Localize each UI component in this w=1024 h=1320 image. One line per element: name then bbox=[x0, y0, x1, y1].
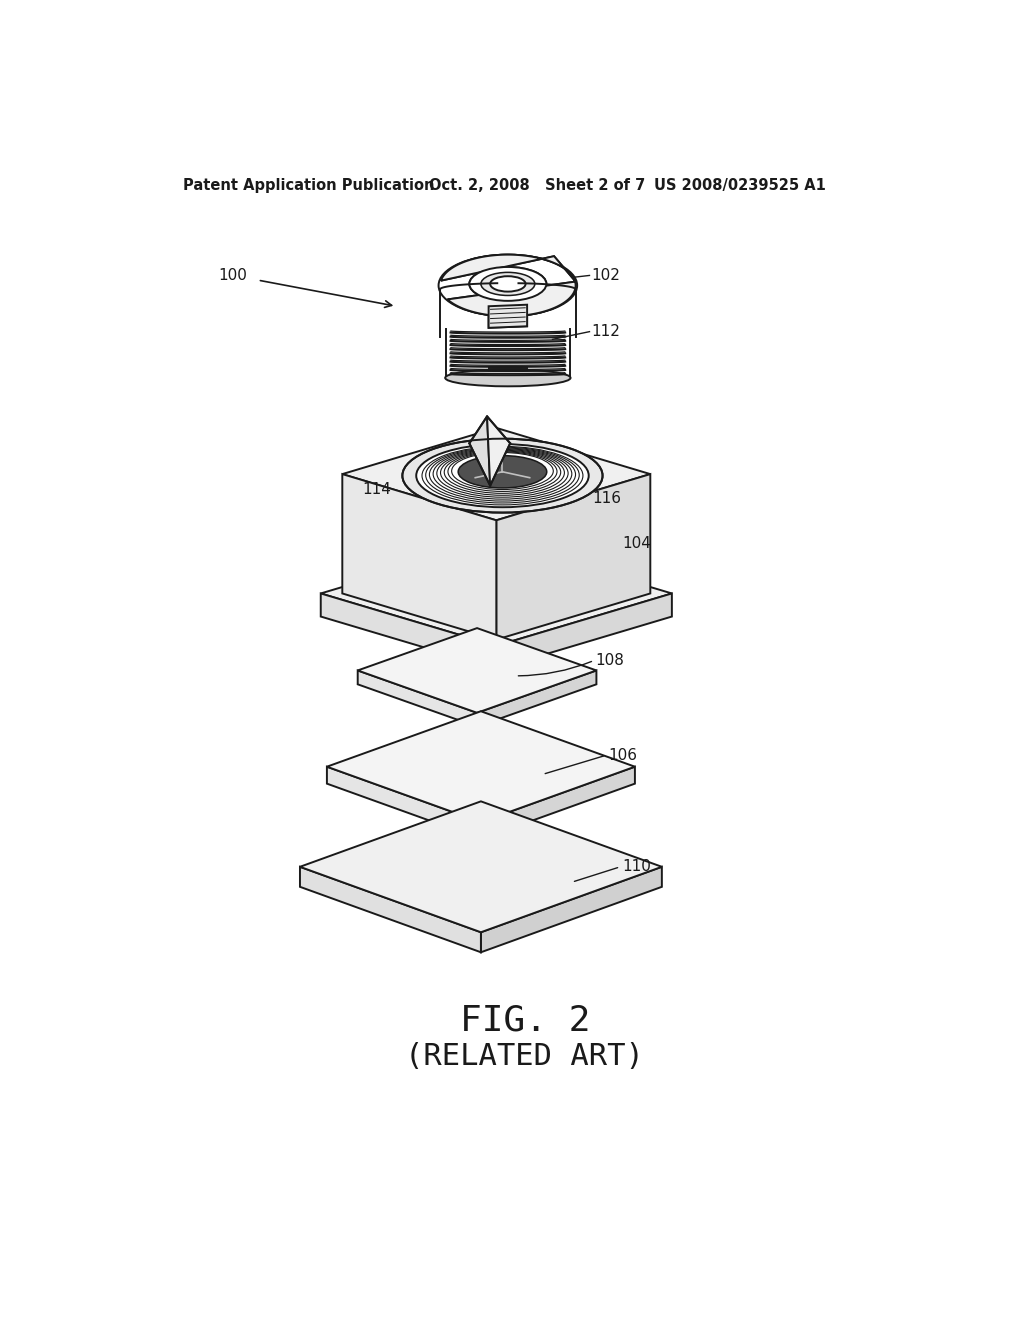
Ellipse shape bbox=[416, 444, 589, 507]
Polygon shape bbox=[488, 305, 527, 327]
Polygon shape bbox=[497, 594, 672, 669]
Text: 112: 112 bbox=[591, 325, 620, 339]
Text: (RELATED ART): (RELATED ART) bbox=[406, 1043, 644, 1072]
Polygon shape bbox=[481, 867, 662, 952]
Ellipse shape bbox=[490, 276, 525, 292]
Polygon shape bbox=[477, 671, 596, 726]
Polygon shape bbox=[300, 867, 481, 952]
Ellipse shape bbox=[438, 255, 578, 317]
Text: FIG. 2: FIG. 2 bbox=[460, 1003, 590, 1038]
Polygon shape bbox=[342, 474, 497, 640]
Text: 104: 104 bbox=[622, 536, 650, 550]
Polygon shape bbox=[481, 767, 635, 840]
Polygon shape bbox=[300, 801, 662, 932]
Polygon shape bbox=[321, 594, 497, 669]
Polygon shape bbox=[497, 474, 650, 640]
Text: 108: 108 bbox=[596, 653, 625, 668]
Ellipse shape bbox=[458, 455, 547, 488]
Ellipse shape bbox=[469, 267, 547, 301]
Polygon shape bbox=[488, 305, 527, 327]
Text: US 2008/0239525 A1: US 2008/0239525 A1 bbox=[654, 178, 826, 193]
Polygon shape bbox=[327, 711, 635, 822]
Polygon shape bbox=[357, 671, 477, 726]
Text: 100: 100 bbox=[219, 268, 248, 282]
Text: 106: 106 bbox=[608, 747, 637, 763]
Text: 110: 110 bbox=[622, 859, 650, 874]
Text: 116: 116 bbox=[593, 491, 622, 507]
Polygon shape bbox=[441, 255, 575, 317]
Ellipse shape bbox=[469, 267, 547, 301]
Polygon shape bbox=[342, 428, 650, 520]
Ellipse shape bbox=[490, 276, 525, 292]
Polygon shape bbox=[441, 255, 575, 317]
Text: Patent Application Publication: Patent Application Publication bbox=[183, 178, 434, 193]
Ellipse shape bbox=[402, 438, 602, 512]
Ellipse shape bbox=[481, 272, 535, 296]
Polygon shape bbox=[357, 628, 596, 713]
Ellipse shape bbox=[481, 272, 535, 296]
Text: 102: 102 bbox=[591, 268, 620, 282]
Polygon shape bbox=[327, 767, 481, 840]
Polygon shape bbox=[469, 416, 490, 486]
Text: 114: 114 bbox=[361, 482, 391, 498]
Text: Oct. 2, 2008   Sheet 2 of 7: Oct. 2, 2008 Sheet 2 of 7 bbox=[429, 178, 645, 193]
Polygon shape bbox=[487, 416, 510, 486]
Polygon shape bbox=[321, 541, 672, 645]
Ellipse shape bbox=[445, 370, 570, 387]
